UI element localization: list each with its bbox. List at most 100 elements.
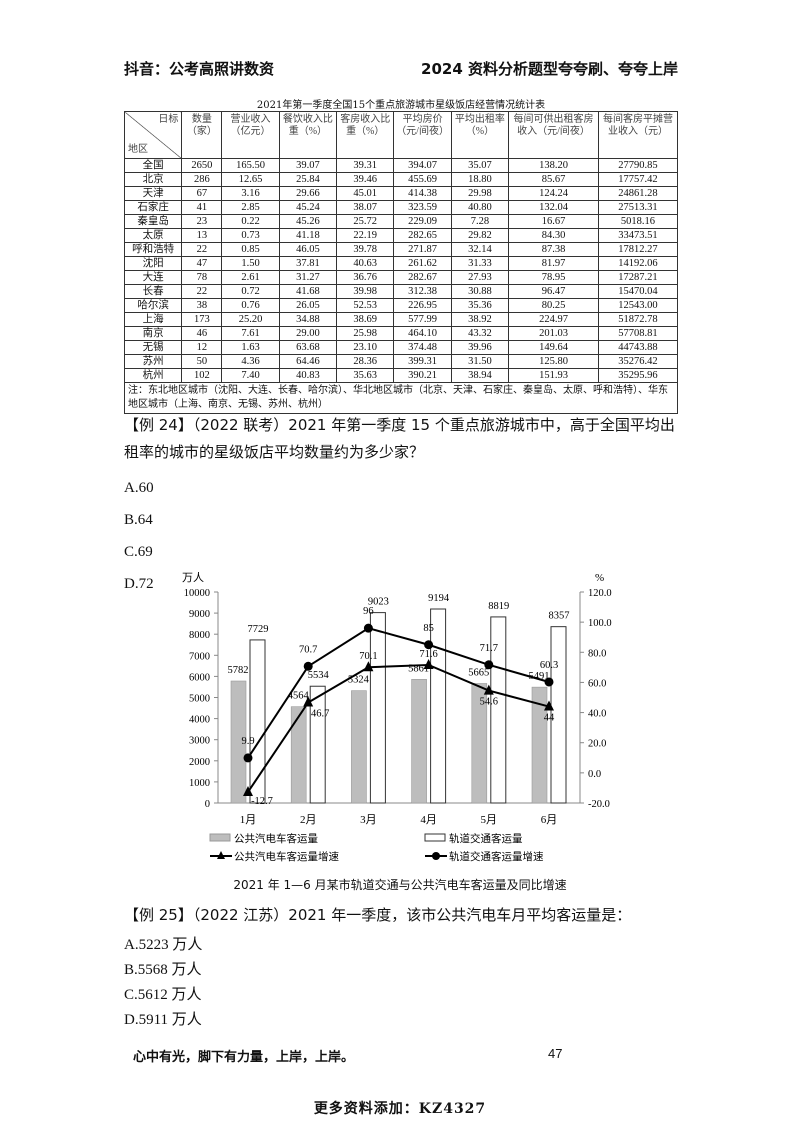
value-cell: 1.50 [221, 256, 280, 271]
right-tick-label: 0.0 [588, 769, 601, 780]
bus-bar [531, 686, 548, 804]
region-cell: 南京 [123, 326, 183, 341]
value-cell: 41.18 [278, 228, 338, 243]
question-25: 【例 25】（2022 江苏）2021 年一季度，该市公共汽电车月平均客运量是： [124, 906, 632, 924]
value-cell: 577.99 [393, 312, 452, 327]
rail-growth-point [243, 753, 253, 763]
bus-bar-label: 5782 [228, 665, 249, 676]
value-cell: 399.31 [393, 354, 452, 369]
left-tick-label: 4000 [189, 715, 210, 726]
bus-growth-point [243, 785, 253, 796]
left-tick-label: 9000 [189, 609, 210, 620]
value-cell: 18.80 [450, 172, 510, 187]
value-cell: 0.85 [221, 242, 280, 257]
region-cell: 石家庄 [123, 200, 183, 215]
rail-bar-label: 9023 [368, 597, 389, 608]
value-cell: 45.26 [278, 214, 338, 229]
value-cell: 47 [181, 256, 223, 271]
right-axis-unit: % [595, 572, 604, 584]
bus-growth-label: 54.6 [480, 697, 498, 708]
table-row: 南京 46 7.61 29.00 25.98 464.10 43.32 201.03 57708… [123, 326, 679, 341]
value-cell: 151.93 [508, 368, 599, 383]
region-cell: 长春 [123, 284, 183, 299]
rail-growth-label: 71.7 [480, 643, 498, 654]
column-header: 平均房价（元/间夜） [393, 111, 452, 159]
table-row: 呼和浩特 22 0.85 46.05 39.78 271.87 32.14 87.38 1781… [123, 242, 679, 257]
value-cell: 25.72 [336, 214, 395, 229]
value-cell: 1.63 [221, 340, 280, 355]
value-cell: 138.20 [508, 158, 599, 173]
rail-growth-label: 85 [423, 623, 434, 634]
rail-bar [550, 626, 567, 804]
value-cell: 29.82 [450, 228, 510, 243]
value-cell: 96.47 [508, 284, 599, 299]
answer-option: C.5612 万人 [124, 987, 202, 1003]
value-cell: 2650 [181, 158, 223, 173]
region-cell: 大连 [123, 270, 183, 285]
bus-growth-point [423, 658, 434, 669]
table-row: 石家庄 41 2.85 45.24 38.07 323.59 40.80 132.04 2751… [123, 200, 679, 215]
value-cell: 39.98 [336, 284, 395, 299]
value-cell: 0.72 [221, 284, 280, 299]
rail-bar [490, 616, 507, 804]
value-cell: 38 [181, 298, 223, 313]
value-cell: 0.73 [221, 228, 280, 243]
transport-chart: 万人 % 0 1000 2000 3000 4000 5000 6000 7000 8000 9000… [182, 571, 612, 863]
bus-bar [471, 683, 488, 804]
right-tick-label: 80.0 [588, 648, 606, 659]
value-cell: 0.76 [221, 298, 280, 313]
value-cell: 41 [181, 200, 223, 215]
value-cell: 85.67 [508, 172, 599, 187]
value-cell: 40.80 [450, 200, 510, 215]
value-cell: 81.97 [508, 256, 599, 271]
value-cell: 0.22 [221, 214, 280, 229]
footer-motto: 心中有光，脚下有力量，上岸，上岸。 [133, 1050, 355, 1065]
bus-bar [230, 680, 247, 804]
left-tick-label: 7000 [189, 651, 210, 662]
value-cell: 125.80 [508, 354, 599, 369]
region-cell: 上海 [123, 312, 183, 327]
value-cell: 282.65 [393, 228, 452, 243]
rail-growth-point [303, 661, 313, 671]
bus-growth-point [544, 700, 554, 711]
value-cell: 39.31 [336, 158, 395, 173]
hotel-stats-table: 日标 地区 数量（家） 营业收入（亿元） 餐饮收入比重（%） 客房收入比重（%） 平均房… [123, 111, 679, 414]
region-cell: 哈尔滨 [123, 298, 183, 313]
value-cell: 78.95 [508, 270, 599, 285]
value-cell: 29.00 [278, 326, 338, 341]
rail-growth-label: 70.7 [299, 644, 317, 655]
value-cell: 224.97 [508, 312, 599, 327]
rail-bar-label: 8357 [549, 611, 570, 622]
corner-header: 日标 地区 [123, 111, 183, 159]
bus-growth-label: 44 [544, 713, 555, 724]
value-cell: 63.68 [278, 340, 338, 355]
bus-bar-label: 4564 [288, 691, 310, 702]
value-cell: 39.46 [336, 172, 395, 187]
value-cell: 35295.96 [597, 368, 679, 383]
left-tick-label: 2000 [189, 757, 210, 768]
value-cell: 26.05 [278, 298, 338, 313]
value-cell: 38.07 [336, 200, 395, 215]
left-tick-label: 10000 [184, 588, 210, 599]
legend-bus-swatch [209, 833, 231, 842]
table-row: 北京 286 12.65 25.84 39.46 455.69 18.80 85.67 1775… [123, 172, 679, 187]
chart-caption: 2021 年 1—6 月某市轨道交通与公共汽电车客运量及同比增速 [233, 878, 567, 892]
corner-top: 日标 [158, 114, 179, 125]
bus-bar-label: 5491 [529, 671, 550, 682]
bus-growth-label: 46.7 [311, 708, 329, 719]
value-cell: 80.25 [508, 298, 599, 313]
category-label: 4月 [420, 814, 437, 826]
answer-option: B.5568 万人 [124, 962, 202, 978]
value-cell: 39.07 [278, 158, 338, 173]
table-row: 长春 22 0.72 41.68 39.98 312.38 30.88 96.47 15470.… [123, 284, 679, 299]
category-label: 3月 [360, 814, 377, 826]
value-cell: 40.63 [336, 256, 395, 271]
value-cell: 32.14 [450, 242, 510, 257]
table-note: 注：东北地区城市（沈阳、大连、长春、哈尔滨）、华北地区城市（北京、天津、石家庄、… [124, 382, 678, 414]
value-cell: 17812.27 [597, 242, 679, 257]
region-cell: 苏州 [123, 354, 183, 369]
left-tick-label: 0 [205, 799, 210, 810]
table-row: 杭州 102 7.40 40.83 35.63 390.21 38.94 151.93 3529… [123, 368, 679, 383]
value-cell: 40.83 [278, 368, 338, 383]
page-number: 47 [548, 1046, 563, 1061]
